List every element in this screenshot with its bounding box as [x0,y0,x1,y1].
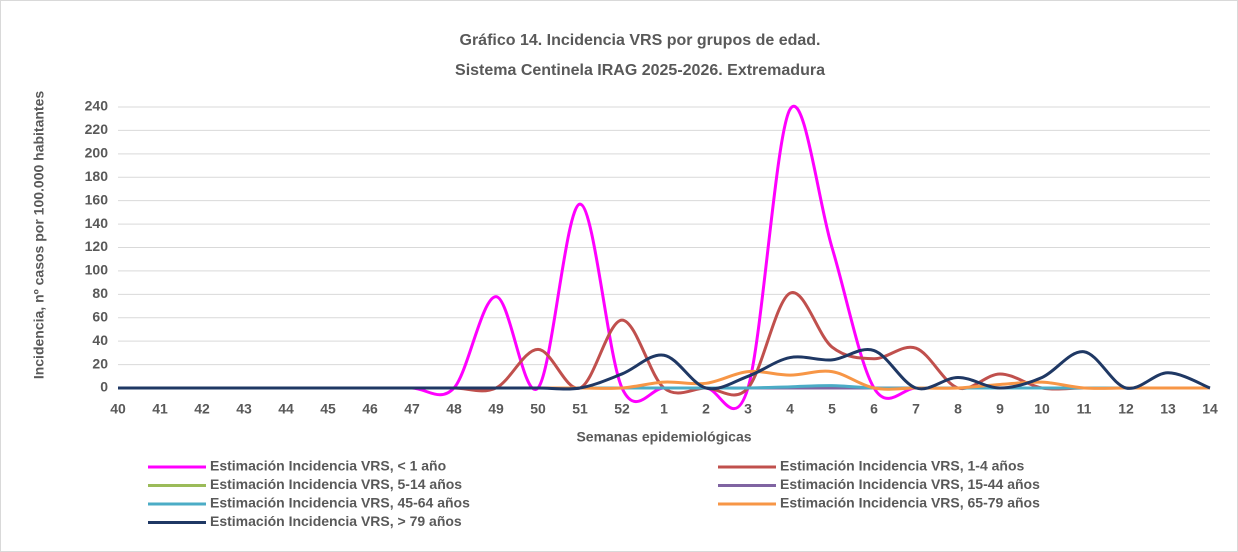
y-tick-label: 0 [100,379,108,395]
legend-label: Estimación Incidencia VRS, 1-4 años [780,458,1025,474]
x-tick-label: 13 [1160,401,1176,417]
x-axis-label: Semanas epidemiológicas [576,429,751,445]
x-tick-label: 46 [362,401,378,417]
x-tick-label: 12 [1118,401,1134,417]
series-line [117,348,1211,391]
x-tick-label: 11 [1077,401,1092,417]
x-tick-label: 41 [152,401,168,417]
legend-label: Estimación Incidencia VRS, 45-64 años [210,495,470,511]
x-tick-label: 43 [236,401,252,417]
x-tick-label: 2 [702,401,710,417]
x-tick-label: 3 [744,401,752,417]
legend-label: Estimación Incidencia VRS, 15-44 años [780,476,1040,492]
x-tick-label: 40 [110,401,126,417]
x-tick-label: 50 [530,401,546,417]
y-tick-label: 60 [92,308,108,324]
x-tick-label: 5 [828,401,836,417]
x-tick-label: 47 [404,401,420,417]
y-tick-label: 160 [85,191,109,207]
x-tick-label: 8 [954,401,962,417]
x-tick-label: 6 [870,401,878,417]
x-tick-label: 49 [488,401,504,417]
x-tick-label: 1 [660,401,668,417]
x-tick-label: 45 [320,401,336,417]
x-tick-label: 9 [996,401,1004,417]
chart-title: Gráfico 14. Incidencia VRS por grupos de… [460,32,821,49]
x-tick-label: 7 [912,401,920,417]
legend-label: Estimación Incidencia VRS, > 79 años [210,513,462,529]
y-axis-label: Incidencia, nº casos por 100.000 habitan… [31,91,47,380]
x-tick-label: 44 [278,401,294,417]
y-tick-label: 240 [85,98,109,114]
x-tick-label: 51 [572,401,588,417]
y-tick-label: 140 [85,215,109,231]
x-tick-label: 4 [786,401,794,417]
legend-label: Estimación Incidencia VRS, 5-14 años [210,476,462,492]
y-tick-label: 180 [85,168,109,184]
x-tick-label: 14 [1202,401,1218,417]
y-tick-label: 120 [85,238,109,254]
x-tick-label: 48 [446,401,462,417]
x-tick-label: 52 [614,401,630,417]
y-tick-label: 200 [85,145,109,161]
y-tick-label: 80 [92,285,108,301]
x-tick-label: 10 [1034,401,1050,417]
chart-subtitle: Sistema Centinela IRAG 2025-2026. Extrem… [455,62,825,79]
y-tick-label: 220 [85,121,109,137]
y-tick-label: 100 [85,262,109,278]
legend-label: Estimación Incidencia VRS, 65-79 años [780,495,1040,511]
y-tick-label: 20 [92,355,108,371]
y-tick-label: 40 [92,332,108,348]
x-tick-label: 42 [194,401,210,417]
legend-label: Estimación Incidencia VRS, < 1 año [210,458,446,474]
